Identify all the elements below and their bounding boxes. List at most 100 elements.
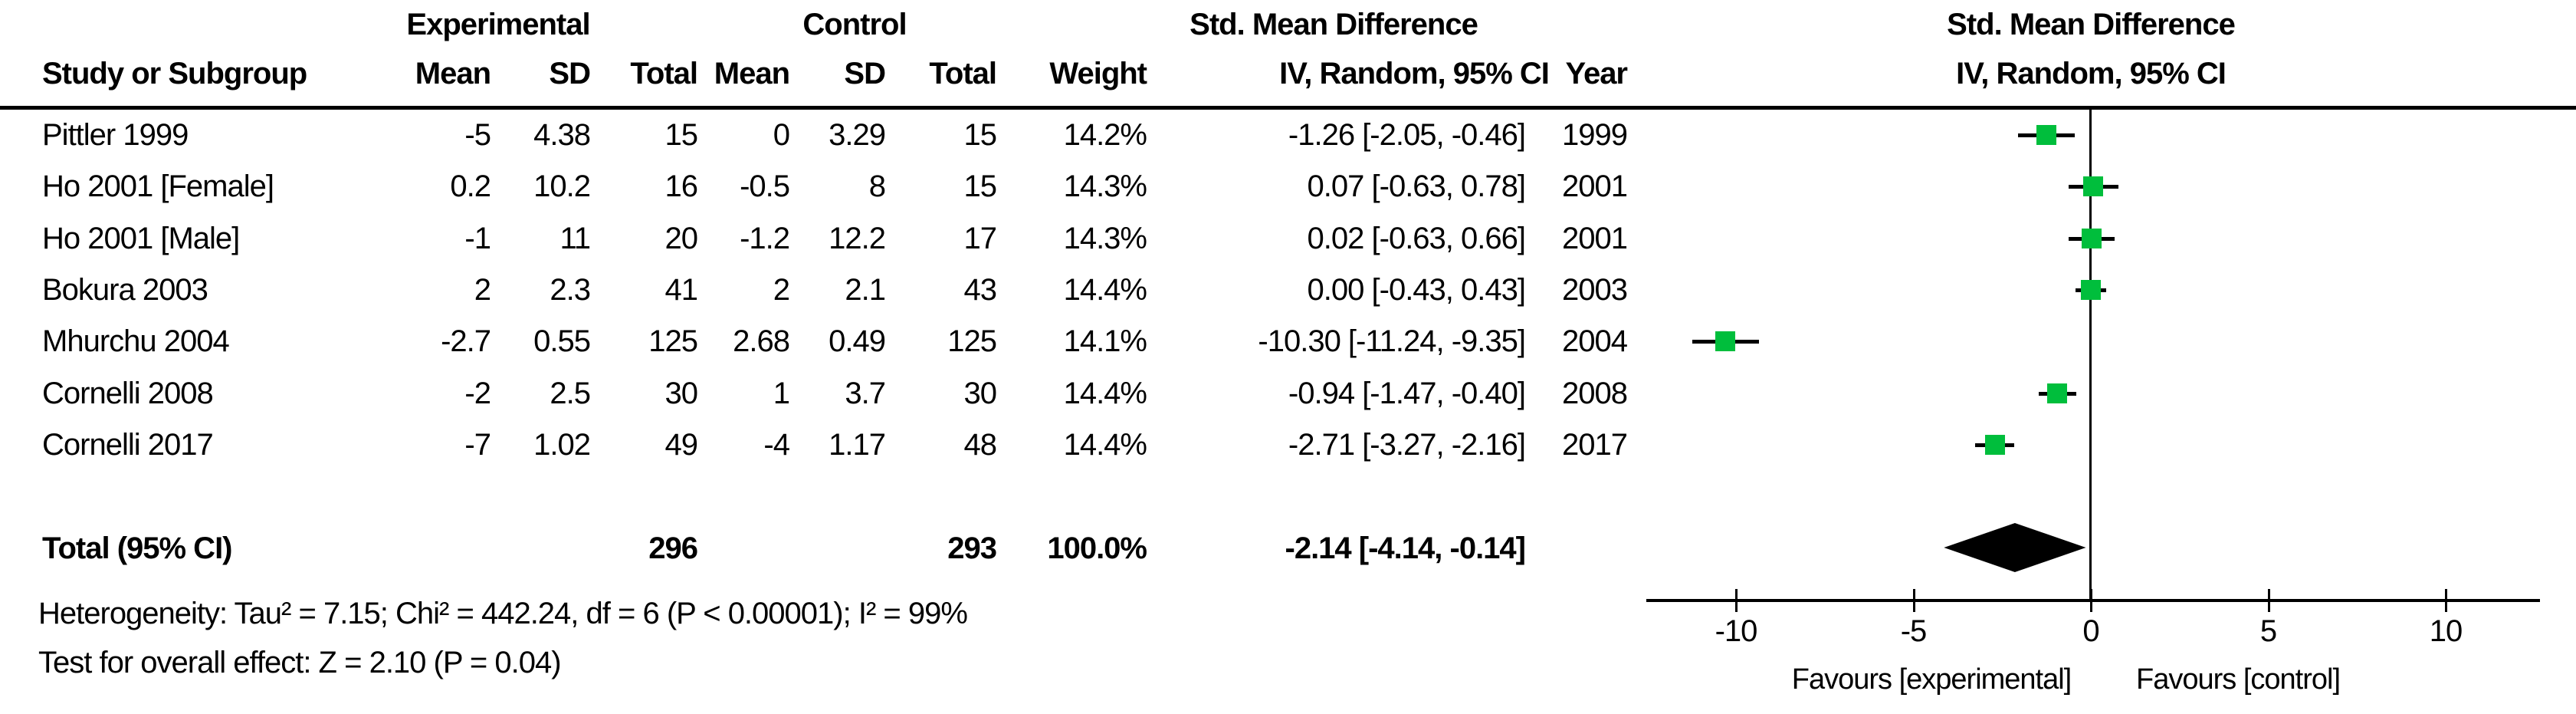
cell-mean-ctl: 0 [773, 118, 790, 152]
cell-year: 1999 [1562, 118, 1628, 152]
column-header-mean-exp: Mean [415, 57, 491, 90]
cell-total-ctl: 125 [947, 324, 997, 358]
effect-marker [1715, 331, 1736, 351]
column-header-sd-ctl: SD [844, 57, 886, 90]
study-name: Pittler 1999 [42, 118, 189, 152]
cell-sd-exp: 0.55 [533, 324, 591, 358]
header-control: Control [802, 8, 907, 41]
cell-total-exp: 30 [665, 377, 698, 410]
cell-sd-exp: 11 [560, 222, 591, 255]
total-row-label: Total (95% CI) [42, 531, 233, 565]
column-header-total-ctl: Total [929, 57, 997, 90]
overall-effect-text: Test for overall effect: Z = 2.10 (P = 0… [38, 646, 562, 679]
cell-weight: 14.2% [1063, 118, 1147, 152]
x-axis-tick-label: 10 [2429, 614, 2463, 648]
cell-total-ctl: 43 [963, 273, 997, 307]
cell-sd-ctl: 3.7 [845, 377, 886, 410]
cell-sd-exp: 1.02 [533, 428, 591, 462]
cell-total-exp: 49 [665, 428, 698, 462]
cell-ci-text: -10.30 [-11.24, -9.35] [1258, 324, 1526, 358]
cell-weight: 14.4% [1063, 428, 1147, 462]
x-axis-tick [2090, 589, 2092, 612]
x-axis-tick [2267, 589, 2270, 612]
cell-ci-text: 0.07 [-0.63, 0.78] [1307, 169, 1526, 203]
column-header-sd-exp: SD [549, 57, 591, 90]
cell-mean-exp: -1 [464, 222, 491, 255]
total-ctl-n: 293 [947, 531, 997, 565]
x-axis-tick-label: -5 [1900, 614, 1928, 648]
header-experimental: Experimental [406, 8, 590, 41]
total-exp-n: 296 [648, 531, 698, 565]
cell-total-ctl: 15 [963, 118, 997, 152]
cell-weight: 14.4% [1063, 377, 1147, 410]
effect-marker [2047, 383, 2068, 403]
study-name: Cornelli 2008 [42, 377, 214, 410]
effect-marker [2036, 125, 2056, 145]
effect-marker [1984, 435, 2005, 455]
x-axis-tick [1735, 589, 1738, 612]
cell-total-ctl: 48 [963, 428, 997, 462]
header-divider-line [0, 106, 2576, 110]
cell-mean-ctl: -0.5 [740, 169, 790, 203]
cell-total-ctl: 17 [963, 222, 997, 255]
cell-mean-ctl: 1 [773, 377, 790, 410]
cell-mean-exp: 2 [474, 273, 491, 307]
study-name: Ho 2001 [Female] [42, 169, 274, 203]
cell-mean-ctl: -1.2 [740, 222, 790, 255]
cell-total-exp: 41 [665, 273, 698, 307]
cell-sd-ctl: 0.49 [829, 324, 886, 358]
cell-total-ctl: 30 [963, 377, 997, 410]
column-header-weight: Weight [1049, 57, 1147, 90]
cell-sd-ctl: 12.2 [829, 222, 886, 255]
cell-year: 2004 [1562, 324, 1628, 358]
cell-ci-text: 0.00 [-0.43, 0.43] [1307, 273, 1526, 307]
cell-total-exp: 15 [665, 118, 698, 152]
total-weight: 100.0% [1047, 531, 1147, 565]
x-axis-tick-label: 5 [2259, 614, 2277, 648]
study-name: Ho 2001 [Male] [42, 222, 240, 255]
x-axis-tick-label: 0 [2082, 614, 2099, 648]
cell-year: 2003 [1562, 273, 1628, 307]
x-axis-line [1646, 599, 2540, 602]
study-name: Bokura 2003 [42, 273, 208, 307]
header-smd-table: Std. Mean Difference [1190, 8, 1478, 41]
column-header-mean-ctl: Mean [714, 57, 790, 90]
cell-sd-ctl: 1.17 [829, 428, 886, 462]
header-smd-plot: Std. Mean Difference [1947, 8, 2236, 41]
total-ci-text: -2.14 [-4.14, -0.14] [1285, 531, 1526, 565]
cell-mean-exp: -2.7 [441, 324, 491, 358]
cell-mean-exp: -7 [464, 428, 491, 462]
column-header-total-exp: Total [630, 57, 698, 90]
cell-sd-exp: 10.2 [533, 169, 591, 203]
cell-year: 2001 [1562, 169, 1628, 203]
x-axis-tick [2445, 589, 2447, 612]
zero-effect-line [2089, 110, 2092, 600]
cell-sd-exp: 4.38 [533, 118, 591, 152]
x-axis-tick [1912, 589, 1915, 612]
cell-sd-ctl: 8 [868, 169, 886, 203]
cell-ci-text: -1.26 [-2.05, -0.46] [1288, 118, 1526, 152]
x-axis-tick-label: -10 [1715, 614, 1758, 648]
effect-marker [2081, 280, 2101, 300]
study-name: Cornelli 2017 [42, 428, 214, 462]
cell-year: 2017 [1562, 428, 1628, 462]
cell-weight: 14.1% [1063, 324, 1147, 358]
cell-weight: 14.3% [1063, 222, 1147, 255]
column-header-study: Study or Subgroup [42, 57, 307, 90]
cell-weight: 14.3% [1063, 169, 1147, 203]
favours-experimental-label: Favours [experimental] [1791, 663, 2072, 696]
column-header-ci: IV, Random, 95% CI [1279, 57, 1550, 90]
cell-mean-ctl: 2.68 [733, 324, 790, 358]
cell-year: 2008 [1562, 377, 1628, 410]
effect-marker [2083, 176, 2104, 196]
column-header-ci-plot: IV, Random, 95% CI [1956, 57, 2227, 90]
study-name: Mhurchu 2004 [42, 324, 230, 358]
effect-marker [2081, 229, 2102, 248]
cell-ci-text: -0.94 [-1.47, -0.40] [1288, 377, 1526, 410]
favours-control-label: Favours [control] [2136, 663, 2341, 696]
cell-mean-ctl: -4 [763, 428, 790, 462]
pooled-effect-diamond [1944, 523, 2086, 572]
cell-sd-ctl: 3.29 [829, 118, 886, 152]
cell-ci-text: 0.02 [-0.63, 0.66] [1307, 222, 1526, 255]
